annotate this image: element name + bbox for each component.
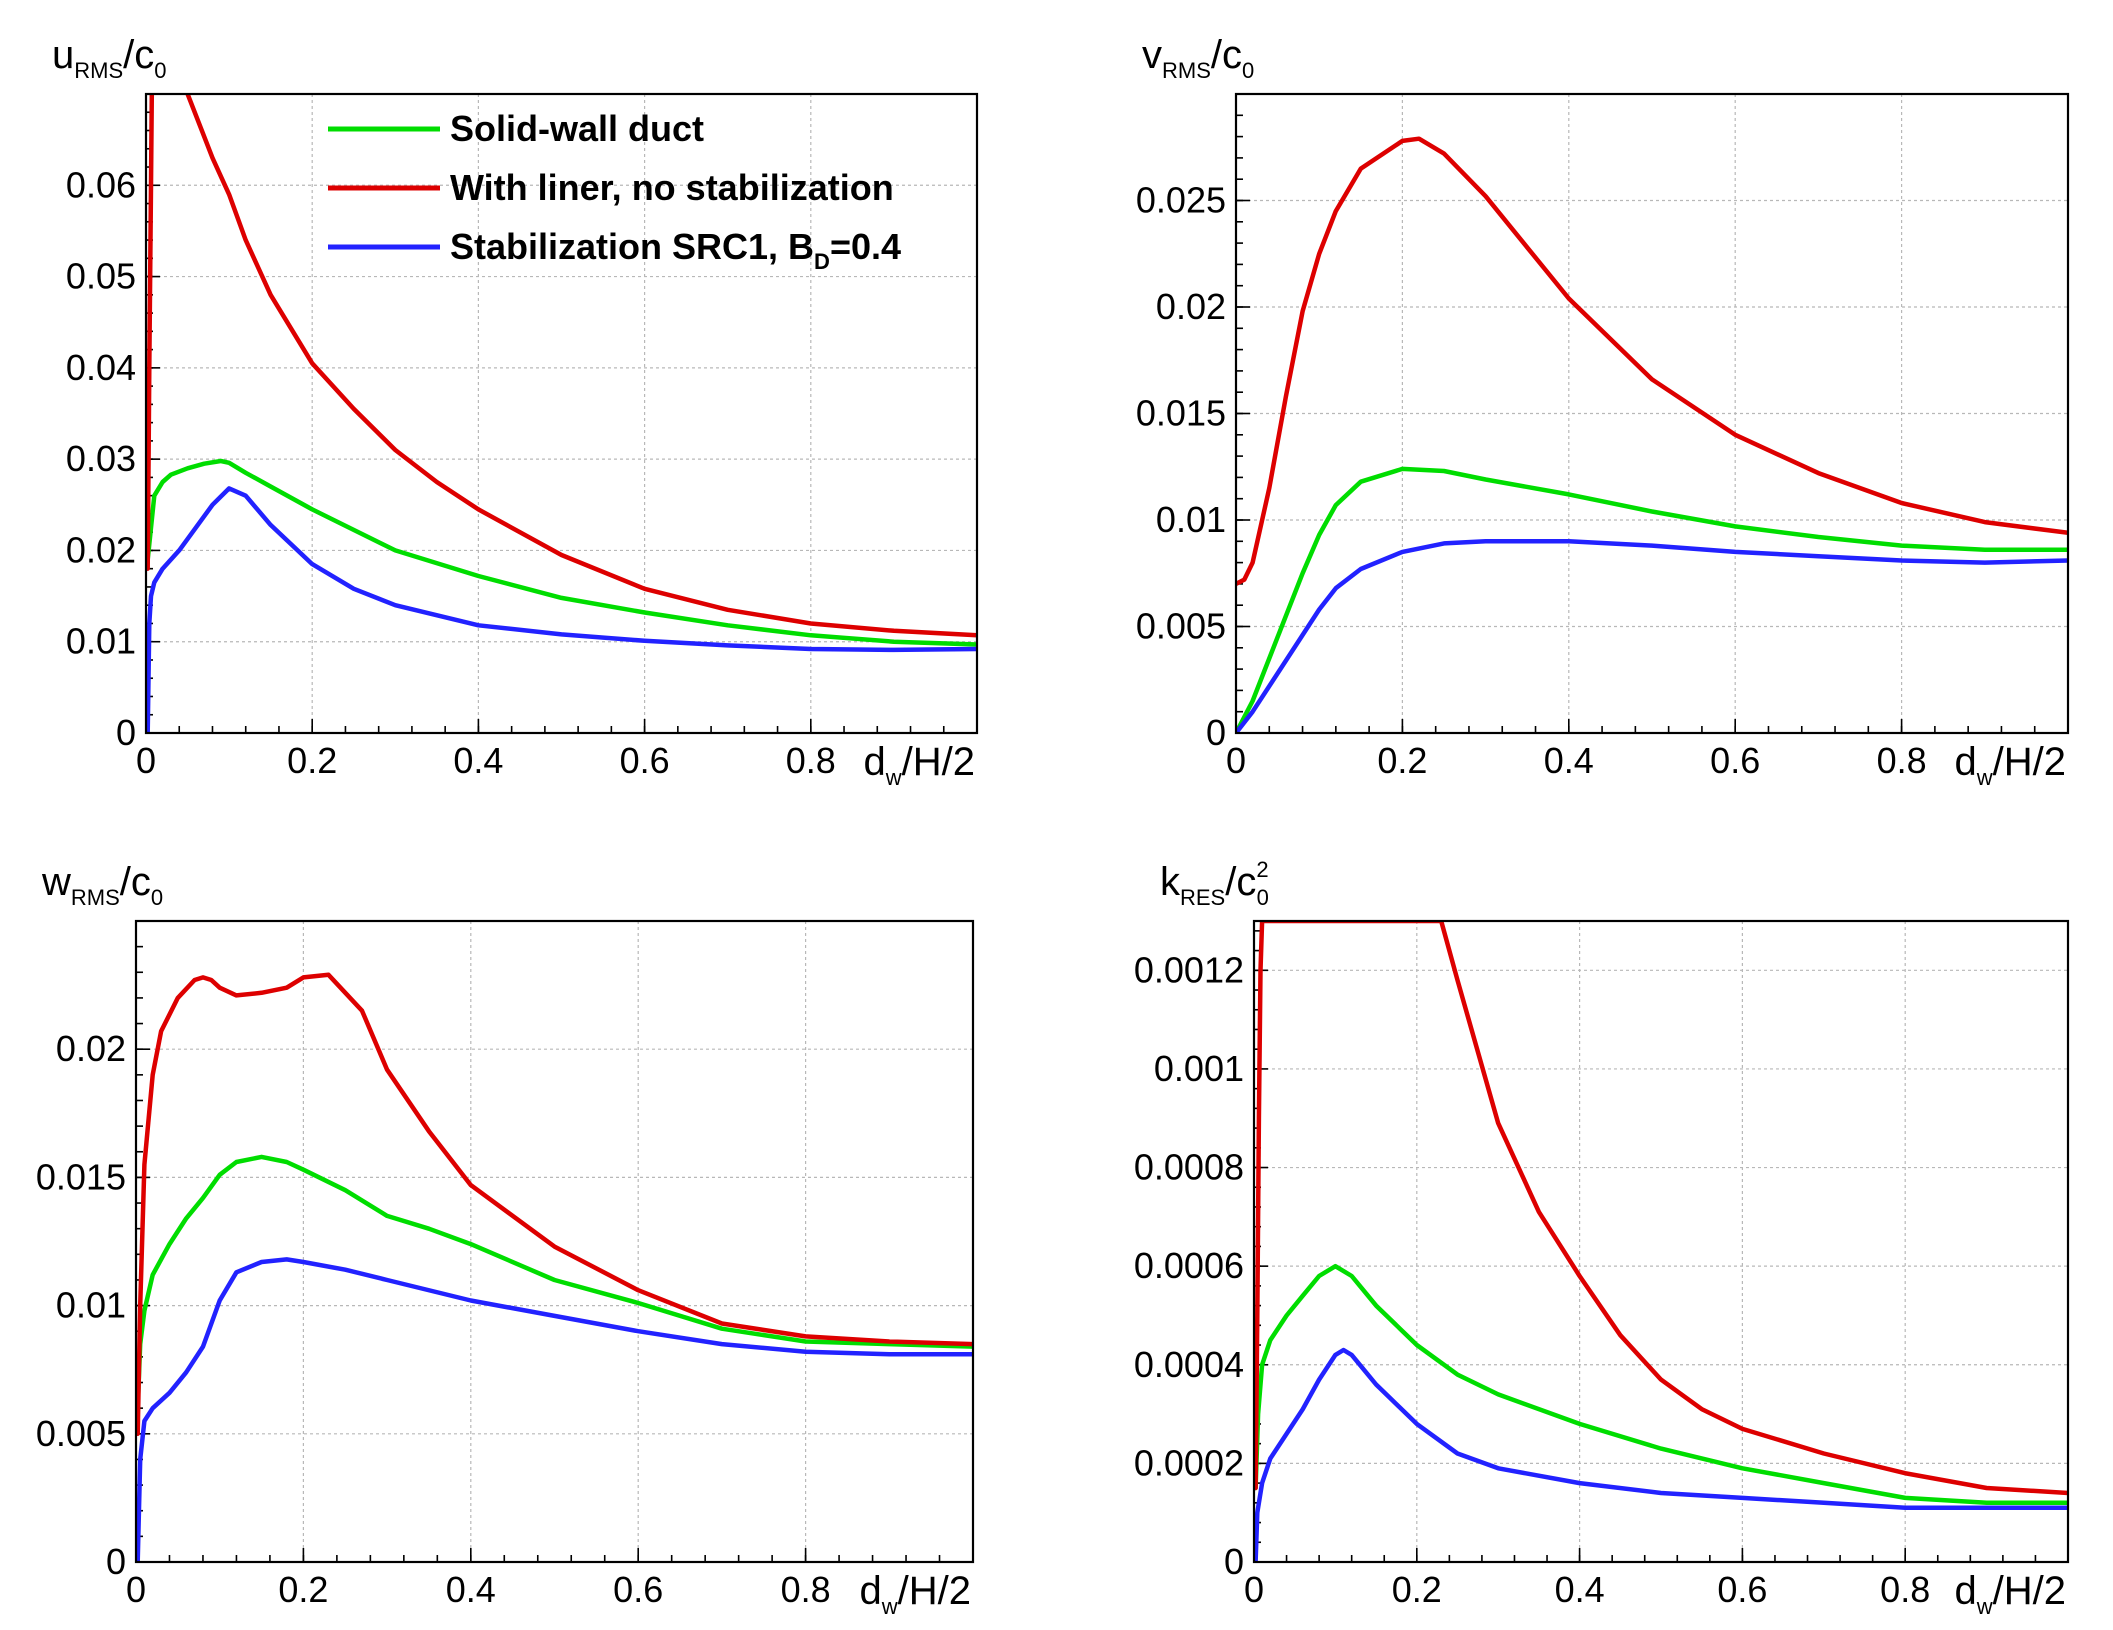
- x-tick-label: 0.2: [287, 740, 337, 781]
- x-tick-label: 0.4: [1544, 740, 1594, 781]
- y-tick-label: 0.015: [36, 1156, 126, 1197]
- y-tick-label: 0.001: [1154, 1048, 1244, 1089]
- plot-frame: [1234, 92, 2070, 735]
- x-tick-label: 0.6: [1710, 740, 1760, 781]
- x-tick-label: 0.6: [613, 1569, 663, 1610]
- series-line-solid-wall-duct: [1236, 466, 2068, 733]
- x-tick-label: 0.8: [786, 740, 836, 781]
- y-tick-label: 0.0002: [1134, 1442, 1244, 1483]
- series-line-solid-wall-duct: [1254, 1263, 2068, 1506]
- y-tick-label: 0.02: [66, 529, 136, 570]
- x-tick-label: 0.8: [781, 1569, 831, 1610]
- legend-item-liner: With liner, no stabilization: [328, 167, 894, 208]
- x-axis-title: dw/H/2: [860, 1569, 972, 1619]
- y-axis-title: vRMS/c0: [1142, 33, 1254, 83]
- series-line-stabilization-src1-b-d-0-4: [146, 486, 977, 733]
- legend-item-stab: Stabilization SRC1, BD=0.4: [328, 226, 901, 274]
- y-axis-title: kRES/c2 0: [1160, 857, 1269, 910]
- x-tick-label: 0.8: [1877, 740, 1927, 781]
- series-line-with-liner-no-stabilization: [136, 972, 973, 1437]
- y-tick-label: 0.01: [1156, 499, 1226, 540]
- chart-w: 0 0.005 0.01 0.015 0.02 0 0.2 0.4 0.6 0.8 dw/H/2 wR…: [36, 860, 975, 1619]
- x-tick-label: 0.2: [1392, 1569, 1442, 1610]
- y-axis-title: wRMS/c0: [41, 860, 163, 910]
- x-tick-label: 0.4: [1555, 1569, 1605, 1610]
- series-group: [1254, 921, 2068, 1562]
- y-tick-label: 0.03: [66, 438, 136, 479]
- y-tick-label: 0.0008: [1134, 1147, 1244, 1188]
- y-tick-label: 0.025: [1136, 180, 1226, 221]
- series-line-with-liner-no-stabilization: [146, 94, 977, 638]
- chart-v: 0 0.005 0.01 0.015 0.02 0.025 0 0.2 0.4 0.6 0.8 dw/…: [1136, 33, 2070, 790]
- x-axis-title: dw/H/2: [1955, 740, 2067, 790]
- y-tick-label: 0: [106, 1541, 126, 1582]
- x-tick-label: 0: [1244, 1569, 1264, 1610]
- series-line-stabilization-src1-b-d-0-4: [1236, 539, 2068, 733]
- x-tick-label: 0.6: [1717, 1569, 1767, 1610]
- series-line-solid-wall-duct: [146, 458, 977, 647]
- series-line-with-liner-no-stabilization: [1254, 921, 2068, 1496]
- x-tick-label: 0.6: [620, 740, 670, 781]
- y-tick-label: 0: [1224, 1541, 1244, 1582]
- series-group: [136, 972, 973, 1562]
- y-tick-label: 0.0012: [1134, 949, 1244, 990]
- chart-u: 0 0.01 0.02 0.03 0.04 0.05 0.06 0 0.2 0.4 0.6 0.8 dw…: [52, 33, 979, 790]
- series-line-with-liner-no-stabilization: [1236, 136, 2068, 587]
- x-tick-label: 0.4: [446, 1569, 496, 1610]
- x-tick-label: 0.4: [453, 740, 503, 781]
- y-tick-label: 0.01: [56, 1285, 126, 1326]
- y-tick-label: 0.0004: [1134, 1344, 1244, 1385]
- legend: Solid-wall duct With liner, no stabilizat…: [328, 108, 901, 274]
- x-tick-label: 0.2: [278, 1569, 328, 1610]
- x-tick-label: 0: [126, 1569, 146, 1610]
- series-line-stabilization-src1-b-d-0-4: [1254, 1347, 2068, 1562]
- y-tick-label: 0.005: [1136, 606, 1226, 647]
- y-tick-label: 0.005: [36, 1413, 126, 1454]
- chart-k: 0 0.0002 0.0004 0.0006 0.0008 0.001 0.0012 0 0.2…: [1134, 857, 2070, 1619]
- series-group: [1236, 136, 2068, 733]
- legend-label: Stabilization SRC1, BD=0.4: [450, 226, 901, 274]
- x-tick-label: 0: [1226, 740, 1246, 781]
- y-tick-label: 0.06: [66, 164, 136, 205]
- x-axis-title: dw/H/2: [1955, 1569, 2067, 1619]
- legend-item-solid: Solid-wall duct: [328, 108, 704, 149]
- y-tick-label: 0.01: [66, 621, 136, 662]
- plot-frame: [144, 92, 979, 735]
- y-tick-label: 0: [1206, 712, 1226, 753]
- y-axis-title: uRMS/c0: [52, 33, 167, 83]
- y-tick-label: 0.02: [56, 1028, 126, 1069]
- x-tick-label: 0: [136, 740, 156, 781]
- x-tick-label: 0.8: [1880, 1569, 1930, 1610]
- y-tick-label: 0.02: [1156, 286, 1226, 327]
- y-tick-label: 0.015: [1136, 393, 1226, 434]
- series-line-solid-wall-duct: [136, 1154, 973, 1411]
- y-tick-label: 0.04: [66, 347, 136, 388]
- plot-frame: [1252, 919, 2070, 1564]
- y-tick-label: 0: [116, 712, 136, 753]
- plot-frame: [134, 919, 975, 1564]
- x-axis-title: dw/H/2: [864, 740, 976, 790]
- y-tick-label: 0.0006: [1134, 1245, 1244, 1286]
- legend-label: With liner, no stabilization: [450, 167, 894, 208]
- legend-label: Solid-wall duct: [450, 108, 704, 149]
- x-tick-label: 0.2: [1377, 740, 1427, 781]
- series-group: [146, 94, 977, 733]
- y-tick-label: 0.05: [66, 256, 136, 297]
- series-line-stabilization-src1-b-d-0-4: [136, 1257, 973, 1562]
